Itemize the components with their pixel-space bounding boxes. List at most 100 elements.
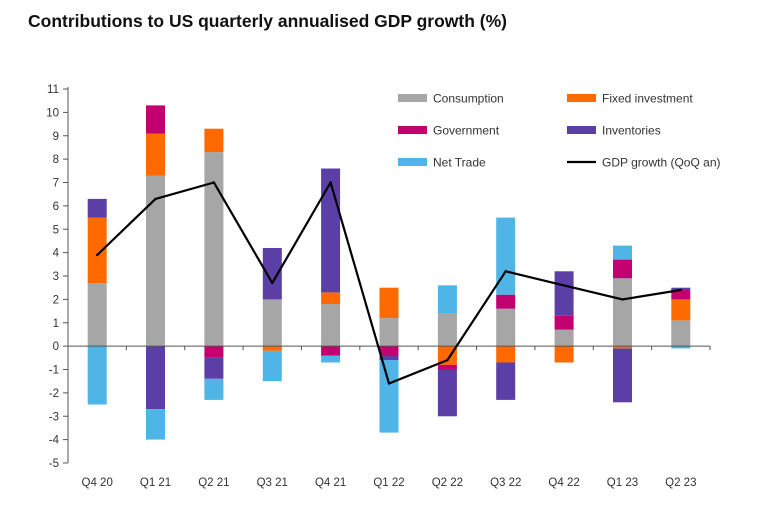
bar-inventories-q3-22 (496, 362, 516, 400)
gdp-growth-point-q4-21 (329, 181, 332, 184)
x-tick-label: Q1 22 (373, 477, 404, 489)
bar-fixed-investment-q1-22 (379, 287, 399, 319)
bar-consumption-q2-23 (671, 320, 691, 347)
gdp-growth-point-q2-21 (212, 181, 216, 184)
x-tick-label: Q4 21 (315, 477, 346, 489)
legend-label-inventories: Inventories (602, 124, 661, 138)
legend-swatch-inventories (567, 126, 596, 134)
bar-net-trade-q3-22 (496, 217, 516, 295)
bar-fixed-investment-q2-21 (204, 128, 224, 153)
bar-fixed-investment-q4-22 (554, 346, 574, 363)
gdp-growth-point-q2-22 (446, 358, 449, 362)
y-tick-label: 9 (53, 131, 59, 143)
x-tick-label: Q3 21 (257, 477, 288, 489)
y-tick-label: 1 (53, 318, 59, 330)
gdp-growth-point-q1-21 (154, 197, 157, 201)
gdp-growth-point-q3-21 (271, 281, 274, 285)
bar-inventories-q2-22 (437, 369, 457, 417)
y-tick-label: 11 (47, 84, 59, 96)
bar-fixed-investment-q3-22 (496, 346, 516, 363)
bar-government-q2-22 (437, 364, 457, 370)
x-tick-label: Q1 21 (140, 477, 171, 489)
bar-consumption-q1-21 (146, 175, 165, 347)
y-tick-label: 0 (53, 341, 59, 353)
bar-government-q1-22 (379, 346, 399, 356)
legend-swatch-government (398, 126, 427, 134)
bar-fixed-investment-q2-23 (671, 299, 691, 321)
bar-government-q4-22 (554, 315, 574, 330)
x-tick-label: Q2 23 (665, 477, 696, 489)
legend-swatch-consumption (398, 94, 427, 102)
legend-label-government: Government (433, 124, 500, 138)
legend-swatch-fixed-investment (567, 94, 596, 102)
bar-consumption-q2-21 (204, 152, 224, 347)
y-tick-label: -5 (49, 458, 59, 470)
bar-inventories-q1-22 (379, 355, 399, 361)
bar-inventories-q2-21 (204, 357, 224, 379)
bar-fixed-investment-q4-20 (87, 217, 107, 283)
y-tick-label: -3 (49, 411, 59, 423)
x-tick-label: Q1 23 (607, 477, 638, 489)
y-tick-label: 5 (53, 224, 59, 236)
bar-inventories-q4-20 (87, 198, 107, 218)
bar-net-trade-q2-23 (671, 346, 691, 349)
bar-net-trade-q1-22 (379, 360, 399, 433)
bar-fixed-investment-q4-21 (321, 292, 341, 305)
x-tick-label: Q2 22 (432, 477, 463, 489)
gdp-growth-point-q2-23 (679, 288, 682, 292)
bar-net-trade-q1-23 (613, 245, 632, 260)
x-tick-label: Q3 22 (490, 477, 521, 489)
y-tick-label: -2 (49, 388, 59, 400)
bar-fixed-investment-q1-21 (146, 133, 165, 176)
gdp-growth-point-q4-20 (96, 253, 99, 257)
bar-inventories-q1-23 (613, 348, 632, 403)
bar-government-q2-21 (204, 346, 224, 358)
bar-consumption-q3-22 (496, 308, 516, 347)
gdp-growth-point-q4-22 (562, 284, 566, 287)
bar-consumption-q4-21 (321, 304, 341, 347)
bar-fixed-investment-q2-22 (437, 346, 457, 365)
bar-fixed-investment-q3-21 (262, 346, 282, 351)
bar-net-trade-q2-22 (437, 285, 457, 314)
bar-government-q2-23 (671, 290, 691, 300)
bar-net-trade-q1-21 (146, 409, 165, 440)
y-tick-label: -1 (49, 365, 59, 377)
bar-inventories-q1-21 (146, 346, 165, 410)
bar-net-trade-q4-20 (87, 346, 107, 405)
y-tick-label: 2 (53, 294, 59, 306)
y-tick-label: 3 (53, 271, 59, 283)
bar-consumption-q2-22 (437, 313, 457, 347)
bar-net-trade-q2-21 (204, 378, 224, 400)
y-tick-label: 6 (53, 201, 59, 213)
bar-government-q4-21 (321, 346, 341, 356)
legend-label-net-trade: Net Trade (433, 156, 486, 170)
x-tick-label: Q4 20 (82, 477, 113, 489)
bar-consumption-q4-20 (87, 283, 107, 347)
bar-fixed-investment-q1-23 (613, 346, 632, 349)
x-tick-label: Q2 21 (198, 477, 229, 489)
bar-net-trade-q3-21 (262, 350, 282, 382)
chart-title: Contributions to US quarterly annualised… (28, 11, 508, 31)
y-tick-label: 8 (53, 154, 59, 166)
y-tick-label: -4 (49, 435, 60, 447)
legend-label-consumption: Consumption (433, 92, 504, 106)
bar-inventories-q4-22 (554, 271, 574, 316)
gdp-growth-point-q1-23 (621, 298, 624, 301)
bar-inventories-q3-21 (262, 248, 282, 300)
gdp-growth-point-q3-22 (504, 270, 507, 273)
y-tick-label: 7 (53, 178, 59, 190)
gdp-growth-point-q1-22 (387, 382, 391, 385)
x-tick-label: Q4 22 (548, 477, 579, 489)
bar-net-trade-q4-21 (321, 355, 341, 363)
y-tick-label: 10 (46, 107, 59, 119)
bar-consumption-q4-22 (554, 329, 574, 347)
bar-consumption-q1-22 (379, 318, 399, 347)
y-tick-label: 4 (53, 248, 60, 260)
bar-consumption-q3-21 (262, 299, 282, 347)
bar-government-q1-21 (146, 105, 165, 134)
bar-government-q1-23 (613, 259, 632, 279)
bar-government-q3-22 (496, 294, 516, 309)
bar-inventories-q4-21 (321, 168, 341, 293)
bar-consumption-q1-23 (613, 278, 632, 347)
